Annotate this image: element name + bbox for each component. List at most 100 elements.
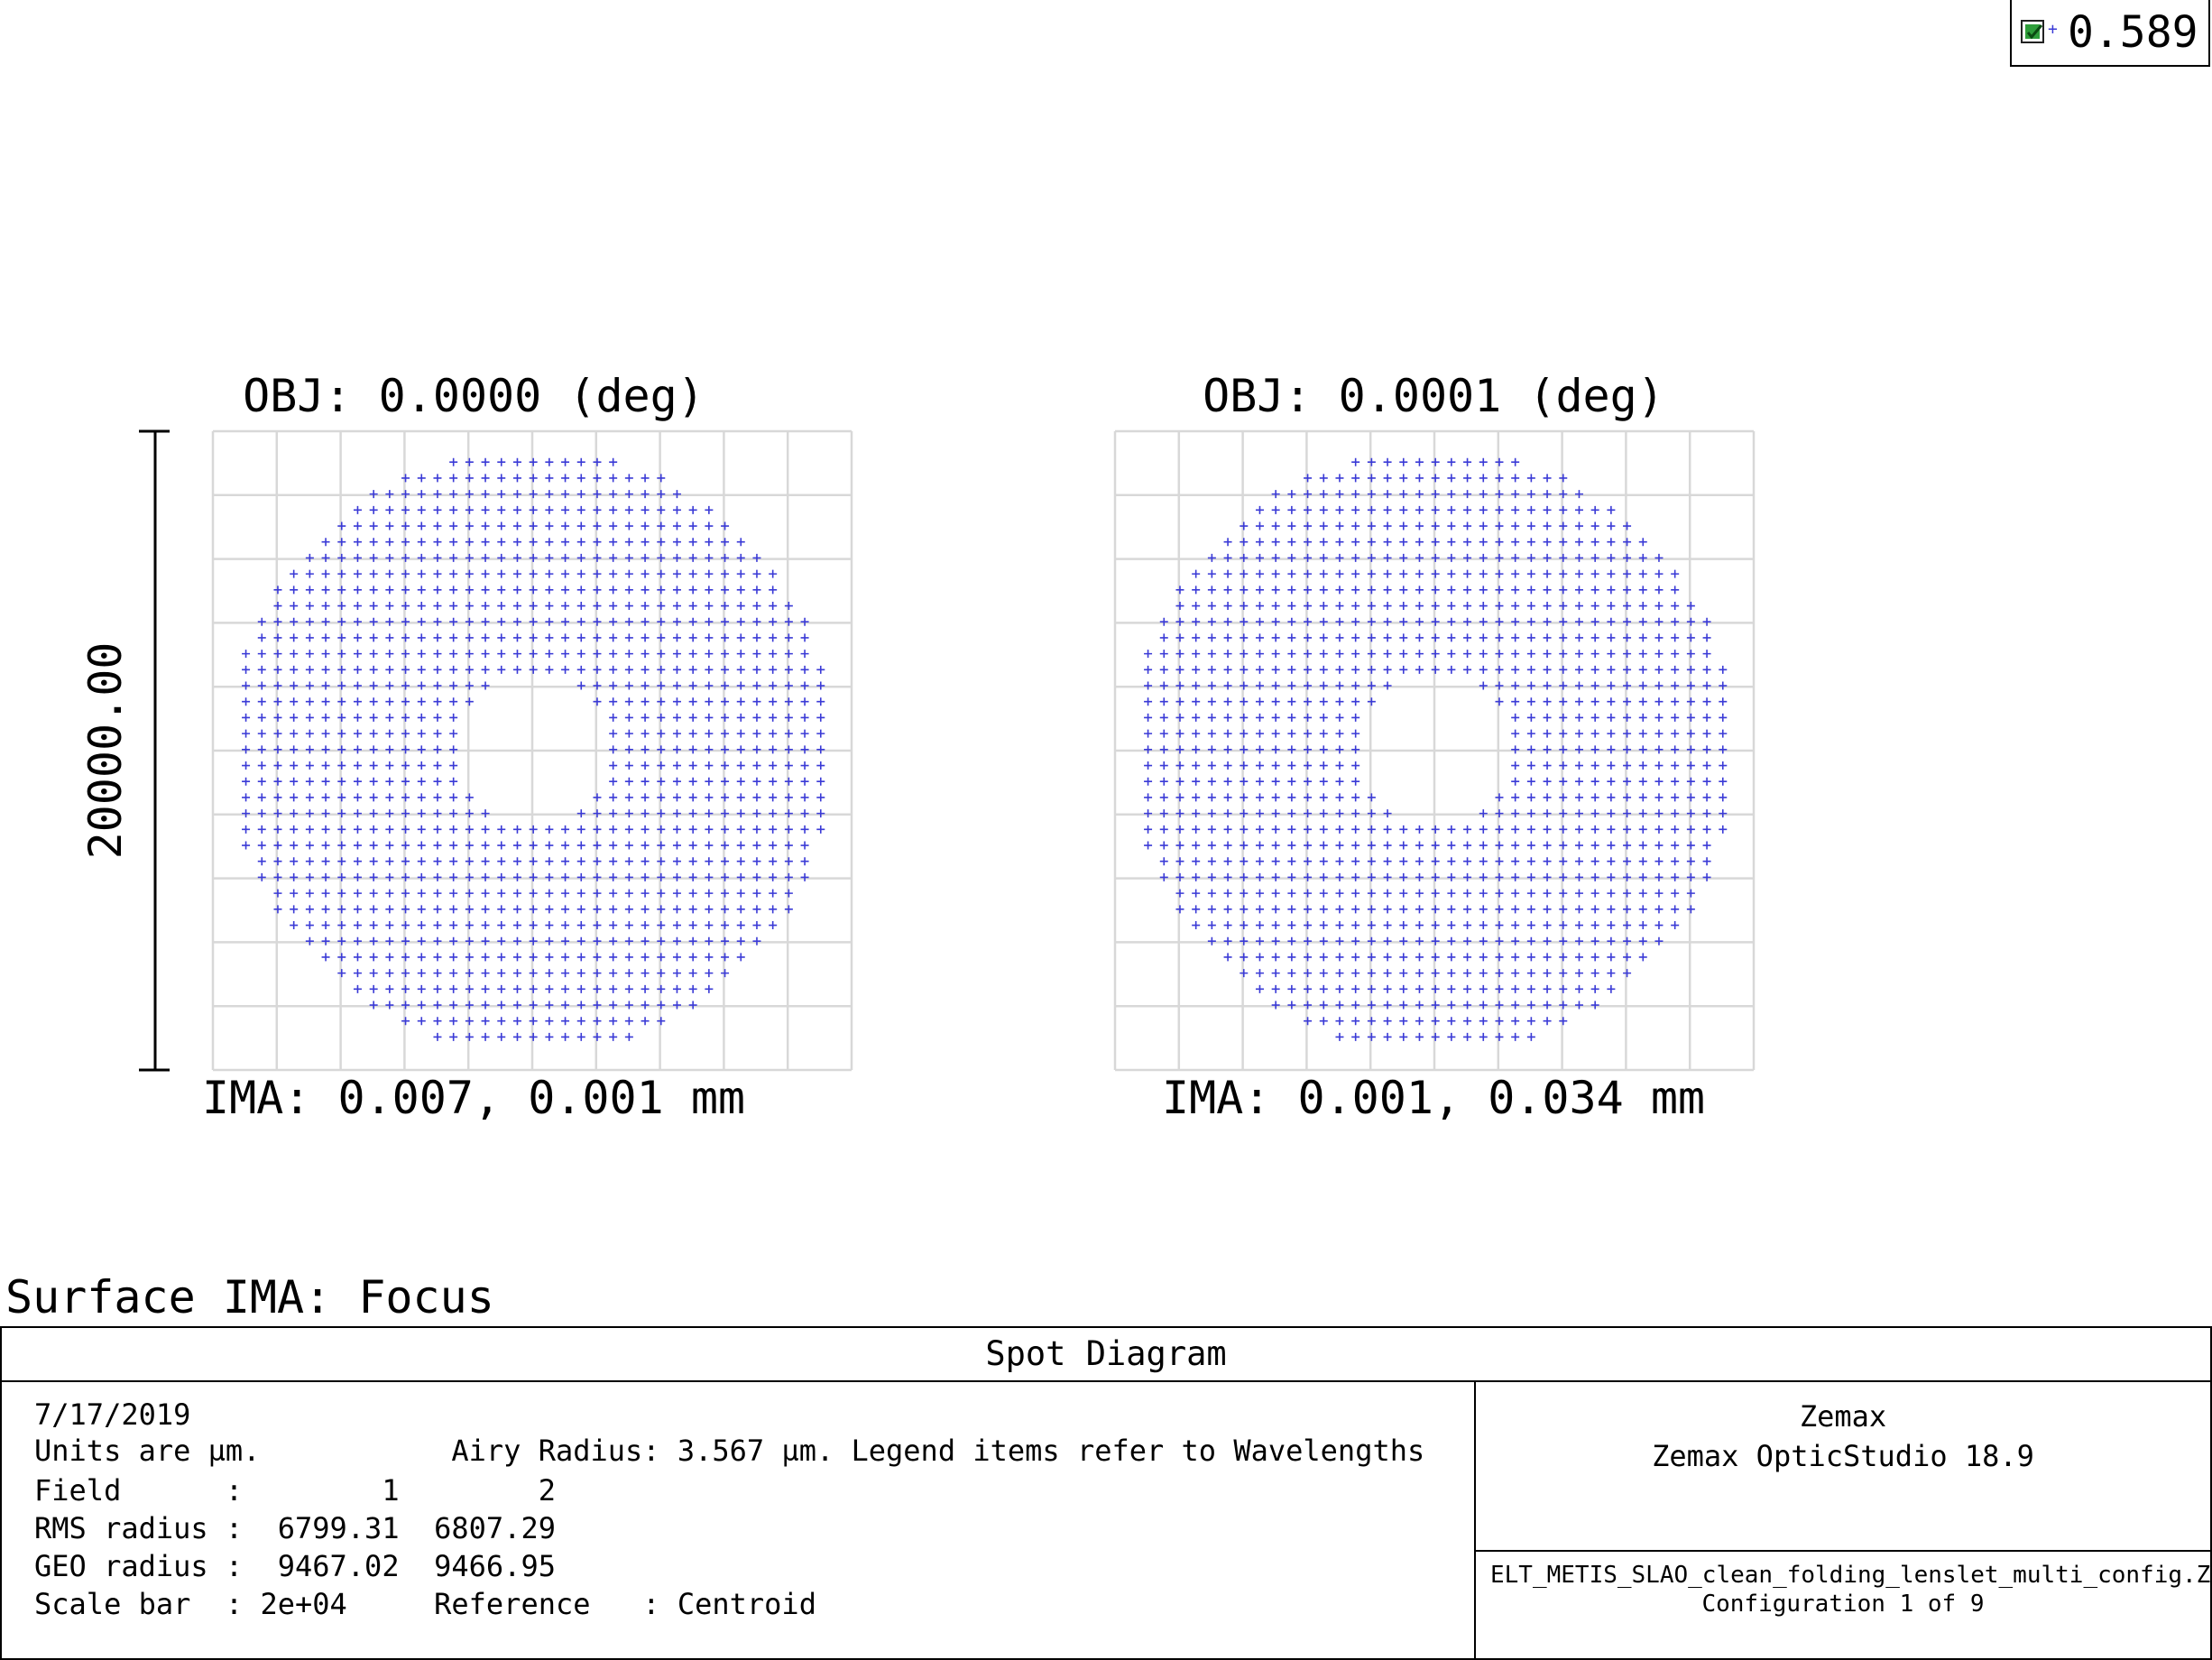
spot-point: [688, 905, 697, 914]
spot-point: [1304, 872, 1313, 881]
spot-point: [1335, 857, 1344, 866]
spot-point: [417, 872, 426, 881]
spot-point: [1702, 633, 1711, 642]
spot-point: [1495, 921, 1504, 930]
spot-point: [1415, 538, 1424, 547]
spot-point: [433, 793, 442, 802]
wavelength-checkbox[interactable]: [2021, 20, 2044, 43]
spot-point: [257, 617, 266, 626]
spot-point: [721, 953, 730, 962]
spot-point: [1671, 761, 1680, 770]
spot-point: [769, 857, 778, 866]
spot-point: [305, 729, 314, 738]
spot-point: [624, 729, 633, 738]
spot-point: [816, 809, 825, 818]
spot-point: [657, 665, 666, 674]
spot-point: [609, 745, 618, 754]
spot-point: [752, 793, 761, 802]
spot-point: [593, 1017, 602, 1026]
spot-point: [1654, 617, 1664, 626]
spot-point: [688, 602, 697, 611]
spot-point: [1399, 1017, 1408, 1026]
spot-point: [1319, 490, 1328, 499]
spot-point: [512, 538, 521, 547]
spot-point: [721, 633, 730, 642]
spot-point: [624, 665, 633, 674]
spot-point: [433, 857, 442, 866]
spot-point: [369, 1001, 378, 1010]
spot-point: [624, 569, 633, 578]
spot-point: [369, 745, 378, 754]
spot-point: [1638, 569, 1647, 578]
spot-point: [305, 569, 314, 578]
spot-point: [1671, 729, 1680, 738]
spot-point: [1223, 713, 1232, 722]
spot-point: [337, 521, 346, 530]
spot-point: [385, 521, 394, 530]
spot-point: [481, 538, 490, 547]
spot-point: [1351, 457, 1360, 466]
spot-point: [609, 457, 618, 466]
spot-point: [593, 905, 602, 914]
spot-point: [1351, 1032, 1360, 1041]
spot-point: [242, 729, 251, 738]
spot-point: [1399, 569, 1408, 578]
spot-point: [624, 697, 633, 706]
spot-point: [593, 474, 602, 483]
spot-point: [1319, 650, 1328, 659]
spot-point: [1287, 969, 1296, 978]
spot-point: [1207, 553, 1216, 562]
spot-point: [305, 713, 314, 722]
spot-point: [1623, 713, 1632, 722]
spot-point: [1686, 825, 1695, 834]
spot-point: [1159, 681, 1168, 690]
spot-point: [1383, 921, 1392, 930]
spot-point: [497, 665, 506, 674]
spot-point: [417, 474, 426, 483]
spot-point: [369, 905, 378, 914]
spot-point: [1367, 474, 1376, 483]
spot-point: [1607, 521, 1616, 530]
spot-point: [736, 857, 745, 866]
spot-point: [433, 521, 442, 530]
spot-point: [1159, 633, 1168, 642]
spot-point: [369, 569, 378, 578]
spot-point: [1654, 936, 1664, 945]
spot-point: [1175, 777, 1184, 786]
spot-point: [800, 761, 809, 770]
spot-point: [1351, 665, 1360, 674]
spot-point: [417, 490, 426, 499]
spot-point: [1144, 777, 1153, 786]
spot-point: [273, 713, 282, 722]
spot-point: [1671, 825, 1680, 834]
spot-point: [641, 793, 650, 802]
spot-point: [385, 697, 394, 706]
spot-point: [1383, 681, 1392, 690]
spot-point: [593, 586, 602, 595]
spot-point: [1415, 1032, 1424, 1041]
spot-point: [1511, 889, 1520, 898]
spot-point: [321, 889, 330, 898]
spot-point: [449, 793, 458, 802]
spot-point: [545, 490, 554, 499]
spot-point: [657, 505, 666, 514]
spot-point: [433, 490, 442, 499]
spot-point: [369, 538, 378, 547]
spot-point: [624, 969, 633, 978]
spot-point: [1559, 665, 1568, 674]
spot-point: [497, 602, 506, 611]
spot-point: [1543, 809, 1552, 818]
spot-point: [641, 474, 650, 483]
spot-point: [545, 457, 554, 466]
spot-point: [1240, 586, 1249, 595]
spot-point: [497, 936, 506, 945]
spot-point: [1702, 745, 1711, 754]
spot-point: [1559, 953, 1568, 962]
spot-point: [290, 697, 299, 706]
spot-point: [624, 1001, 633, 1010]
spot-point: [337, 729, 346, 738]
spot-point: [273, 905, 282, 914]
plot-title: OBJ: 0.0000 (deg): [243, 370, 705, 422]
spot-point: [624, 921, 633, 930]
spot-point: [1415, 633, 1424, 642]
